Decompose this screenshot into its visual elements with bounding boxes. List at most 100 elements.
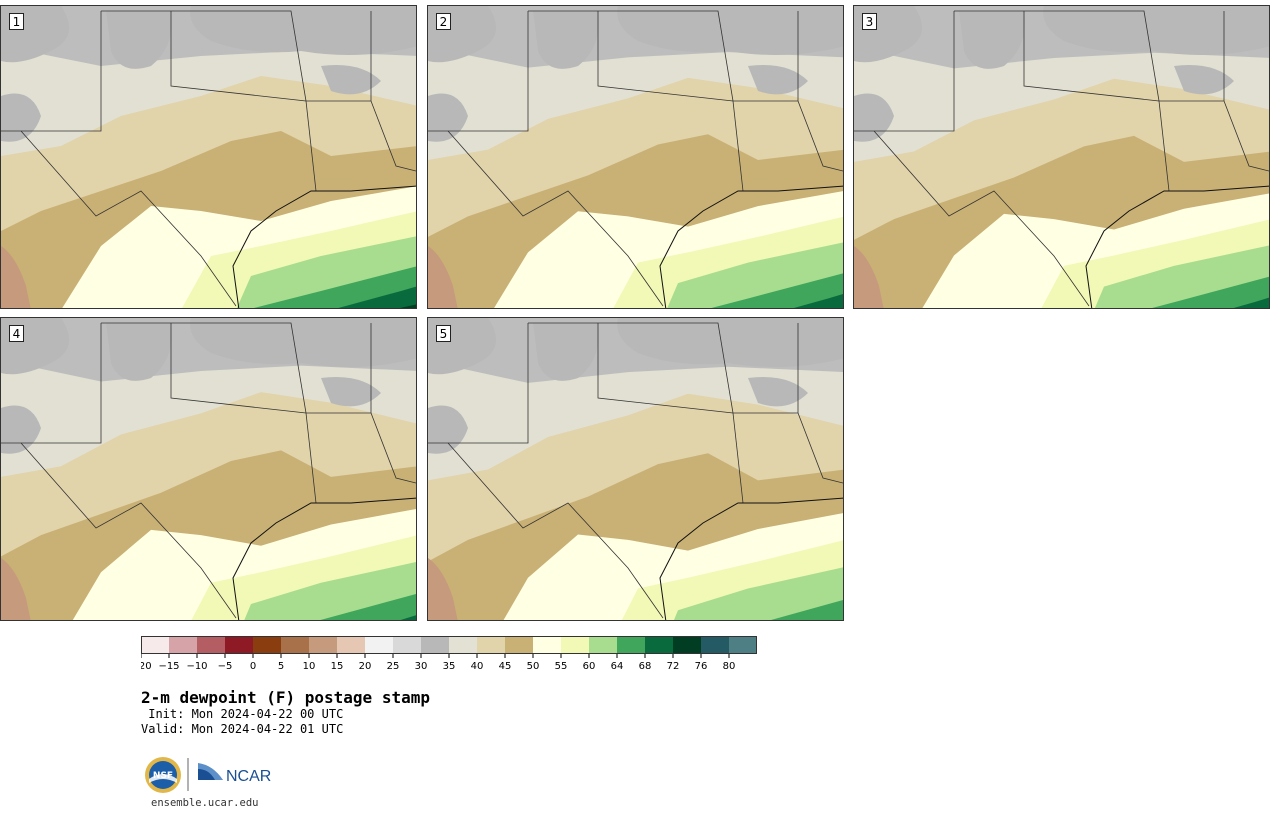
- panel-label: 1: [9, 13, 24, 30]
- panel-label: 2: [436, 13, 451, 30]
- colorbar-swatch: [533, 636, 561, 654]
- dewpoint-band: [253, 266, 416, 308]
- state-boundary: [20, 442, 237, 619]
- colorbar-tick-label: 76: [695, 661, 708, 672]
- colorbar-swatch: [449, 636, 477, 654]
- colorbar-tick-label: 72: [667, 661, 680, 672]
- dry-region: [617, 318, 843, 367]
- dry-region: [533, 11, 599, 69]
- state-boundary: [170, 323, 307, 414]
- state-boundary: [428, 11, 529, 132]
- terrain-region: [854, 246, 884, 308]
- dewpoint-band: [244, 562, 416, 620]
- dry-region: [854, 93, 894, 142]
- dry-region: [1174, 65, 1234, 95]
- dry-region: [190, 318, 416, 367]
- state-boundary: [1023, 11, 1160, 102]
- state-boundary: [447, 130, 664, 307]
- dry-region: [428, 405, 468, 454]
- colorbar-tick-label: −20: [141, 661, 152, 672]
- state-boundary: [370, 412, 416, 484]
- colorbar-tick-label: 25: [387, 661, 400, 672]
- state-boundary: [873, 130, 1090, 307]
- colorbar-tick-label: 80: [723, 661, 736, 672]
- dry-region: [106, 323, 172, 381]
- colorbar-tick-label: 55: [555, 661, 568, 672]
- colorbar-tick-label: 50: [527, 661, 540, 672]
- dewpoint-band: [400, 615, 416, 620]
- colorbar-tick-label: 10: [303, 661, 316, 672]
- state-boundary: [305, 100, 317, 192]
- colorbar-swatch: [673, 636, 701, 654]
- dry-region: [106, 11, 172, 69]
- valid-time: Valid: Mon 2024-04-22 01 UTC: [141, 722, 344, 736]
- dewpoint-map-5: [428, 318, 843, 620]
- colorbar-tick-label: 30: [415, 661, 428, 672]
- terrain-region: [428, 246, 458, 308]
- colorbar-swatch: [477, 636, 505, 654]
- colorbar-tick-label: −10: [186, 661, 207, 672]
- colorbar-swatch: [589, 636, 617, 654]
- coastline: [659, 497, 843, 620]
- map-panel-2[interactable]: 2: [427, 5, 844, 309]
- ncar-logo-icon: NCAR: [198, 763, 271, 785]
- dry-region: [748, 377, 808, 407]
- terrain-region: [1, 558, 31, 620]
- state-boundary: [370, 100, 416, 172]
- coastline: [232, 185, 416, 308]
- colorbar-swatch: [505, 636, 533, 654]
- state-boundary: [732, 412, 744, 504]
- colorbar-swatch: [337, 636, 365, 654]
- colorbar-tick-label: 40: [471, 661, 484, 672]
- dry-region: [1043, 6, 1269, 55]
- state-boundary: [1, 11, 102, 132]
- state-boundary: [597, 11, 734, 102]
- state-boundary: [170, 11, 307, 102]
- colorbar-tick-label: 15: [331, 661, 344, 672]
- map-panel-3[interactable]: 3: [853, 5, 1270, 309]
- panel-label: 4: [9, 325, 24, 342]
- colorbar-swatch: [197, 636, 225, 654]
- map-panel-4[interactable]: 4: [0, 317, 417, 621]
- logos: NSF NCAR: [143, 755, 283, 795]
- map-panel-5[interactable]: 5: [427, 317, 844, 621]
- colorbar-swatch: [365, 636, 393, 654]
- dry-region: [190, 6, 416, 55]
- dewpoint-band: [711, 273, 843, 308]
- colorbar-swatch: [645, 636, 673, 654]
- dewpoint-map-3: [854, 6, 1269, 308]
- state-boundary: [20, 130, 237, 307]
- terrain-region: [1, 246, 31, 308]
- dewpoint-band: [771, 599, 843, 620]
- dewpoint-band: [674, 567, 843, 620]
- panel-label: 5: [436, 325, 451, 342]
- dry-region: [748, 65, 808, 95]
- dry-region: [1, 93, 41, 142]
- colorbar-tick-label: 20: [359, 661, 372, 672]
- colorbar-tick-label: 68: [639, 661, 652, 672]
- state-boundary: [797, 100, 843, 172]
- colorbar-tick-label: 0: [250, 661, 256, 672]
- colorbar-swatch: [729, 636, 757, 654]
- colorbar-swatch: [141, 636, 169, 654]
- dewpoint-map-4: [1, 318, 416, 620]
- init-time: Init: Mon 2024-04-22 00 UTC: [141, 707, 344, 721]
- colorbar-swatch: [617, 636, 645, 654]
- state-boundary: [428, 323, 529, 444]
- svg-text:NCAR: NCAR: [226, 768, 271, 785]
- state-boundary: [447, 442, 664, 619]
- dry-region: [959, 11, 1025, 69]
- state-boundary: [101, 322, 371, 414]
- dry-region: [1, 405, 41, 454]
- colorbar-swatch: [281, 636, 309, 654]
- dewpoint-band: [400, 304, 416, 308]
- state-boundary: [797, 412, 843, 484]
- map-panel-1[interactable]: 1: [0, 5, 417, 309]
- colorbar-tick-label: 5: [278, 661, 284, 672]
- svg-text:NSF: NSF: [153, 771, 173, 781]
- dry-region: [428, 93, 468, 142]
- dewpoint-band: [1152, 276, 1269, 308]
- website-url: ensemble.ucar.edu: [151, 797, 259, 809]
- state-boundary: [101, 10, 371, 102]
- state-boundary: [1158, 100, 1170, 192]
